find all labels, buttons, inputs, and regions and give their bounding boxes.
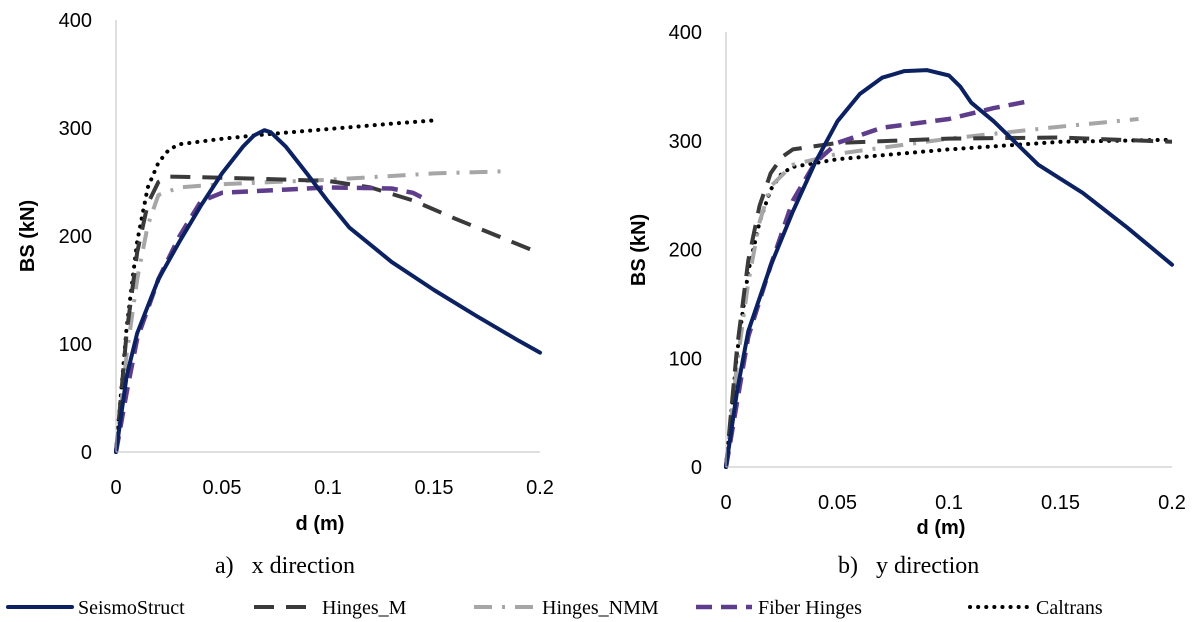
x-tick-label: 0 [110,477,121,499]
legend: SeismoStruct Hinges_M Hinges_NMM Fiber Hing… [6,597,1103,619]
series-line-hinges-nmm [114,169,509,453]
series-line-seismostruct [724,68,1174,469]
x-tick-label: 0.15 [1041,492,1080,514]
legend-label: Fiber Hinges [758,597,862,619]
y-axis-label: BS (kN) [17,200,39,272]
y-tick-label: 400 [669,22,702,44]
chart-caption: a) x direction [215,553,355,579]
x-tick-label: 0.1 [314,477,342,499]
y-axis-label: BS (kN) [628,214,650,286]
y-tick-label: 300 [59,118,92,140]
series-line-hinges-m [114,174,541,453]
y-tick-label: 200 [59,226,92,248]
x-tick-label: 0.2 [1158,492,1186,514]
y-tick-label: 200 [669,240,702,262]
x-tick-label: 0.05 [203,477,242,499]
x-tick-label: 0.1 [935,492,963,514]
series-line-fiber-hinges [113,185,425,453]
y-tick-label: 300 [669,131,702,153]
x-tick-label: 0.2 [526,477,554,499]
y-tick-label: 100 [59,334,92,356]
y-tick-label: 0 [81,442,92,464]
series-line-seismostruct [114,128,542,454]
x-tick-label: 0 [720,492,731,514]
chart-y-direction-marks [723,68,1174,469]
chart-x-direction: 0 100 200 300 400 0 0.05 0.1 0.15 0.2 BS (kN) d … [17,10,554,579]
y-tick-label: 100 [669,348,702,370]
series-line-hinges-nmm [724,117,1139,468]
series-line-caltrans [114,118,436,454]
x-axis-label: d (m) [917,517,966,539]
chart-caption: b) y direction [838,553,979,579]
legend-label: Hinges_NMM [542,597,659,619]
y-tick-label: 400 [59,10,92,32]
legend-label: SeismoStruct [78,597,185,619]
series-line-caltrans [724,137,1174,469]
x-tick-label: 0.15 [415,477,454,499]
legend-label: Caltrans [1036,597,1103,619]
legend-label: Hinges_M [322,597,407,619]
chart-y-direction: 0 100 200 300 400 0 0.05 0.1 0.15 0.2 BS (kN) d … [628,22,1186,579]
x-tick-label: 0.05 [818,492,857,514]
x-axis-label: d (m) [296,513,345,535]
chart-x-direction-marks [113,118,542,454]
y-tick-label: 0 [691,457,702,479]
series-line-hinges-m [724,135,1173,468]
